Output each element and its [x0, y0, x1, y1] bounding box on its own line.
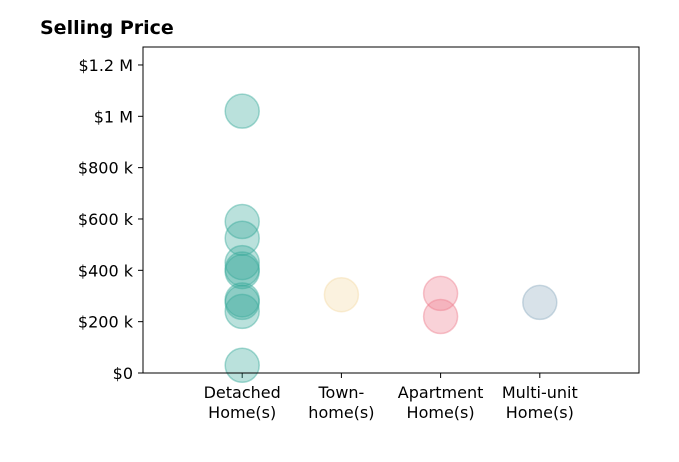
data-point: [224, 293, 260, 330]
x-category-label: Detached: [204, 383, 281, 402]
x-category-label: Home(s): [208, 403, 276, 422]
y-tick-label: $600 k: [78, 210, 134, 229]
y-tick-label: $400 k: [78, 261, 134, 280]
data-point: [323, 276, 360, 313]
data-point: [224, 220, 260, 256]
x-category-label: Apartment: [398, 383, 484, 402]
data-point: [224, 244, 260, 281]
chart-title: Selling Price: [40, 17, 174, 39]
data-point: [522, 284, 558, 321]
data-point: [422, 275, 459, 312]
x-category-label: Multi-unit: [502, 383, 578, 402]
data-point: [224, 93, 260, 129]
y-tick-label: $200 k: [78, 313, 134, 332]
y-tick-label: $1 M: [94, 107, 133, 126]
data-point: [224, 347, 260, 384]
data-point: [224, 251, 260, 287]
data-point: [224, 203, 260, 240]
data-point: [224, 284, 260, 321]
y-tick-label: $0: [113, 364, 133, 383]
x-category-label: Town-: [317, 383, 364, 402]
y-tick-label: $800 k: [78, 159, 134, 178]
data-point: [224, 282, 260, 318]
y-tick-label: $1.2 M: [78, 56, 133, 75]
x-category-label: Home(s): [407, 403, 475, 422]
x-category-label: home(s): [308, 403, 374, 422]
y-axis: $0 $200 k $400 k $600 k $800 k $1 M $1.2 M: [78, 56, 143, 383]
data-markers: [224, 93, 558, 384]
data-point: [422, 298, 459, 335]
plot-frame: [142, 46, 640, 374]
x-axis: DetachedHome(s)Town-home(s)ApartmentHome…: [204, 373, 578, 422]
data-point: [224, 253, 260, 290]
x-category-label: Home(s): [506, 403, 574, 422]
